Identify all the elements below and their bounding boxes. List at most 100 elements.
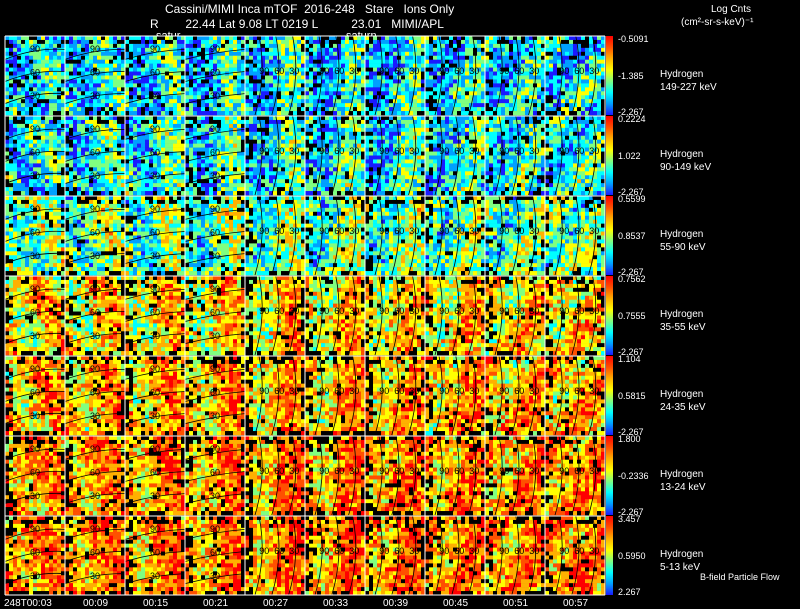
pixel-cell <box>285 127 290 133</box>
pixel-cell <box>321 191 326 196</box>
pixel-cell <box>357 63 362 68</box>
pixel-cell <box>181 75 186 80</box>
pixel-cell <box>417 43 422 49</box>
pixel-cell <box>81 143 86 148</box>
pixel-cell <box>65 175 70 180</box>
pixel-cell <box>313 179 318 184</box>
contour-label: 60 <box>334 146 344 156</box>
pixel-cell <box>157 155 162 160</box>
pixel-cell <box>25 95 30 100</box>
pixel-cell <box>253 39 258 45</box>
pixel-cell <box>117 183 122 188</box>
pixel-cell <box>217 47 222 53</box>
pixel-cell <box>101 95 106 100</box>
pixel-cell <box>337 175 342 180</box>
pixel-cell <box>77 183 82 188</box>
pixel-cell <box>149 119 154 125</box>
pixel-cell <box>149 191 154 196</box>
pixel-cell <box>17 79 22 84</box>
pixel-cell <box>93 171 98 176</box>
pixel-cell <box>441 43 446 49</box>
pixel-cell <box>405 39 410 45</box>
pixel-cell <box>205 55 210 60</box>
pixel-cell <box>61 71 66 76</box>
pixel-cell <box>181 135 186 140</box>
pixel-cell <box>293 87 298 92</box>
pixel-cell <box>273 51 278 57</box>
pixel-cell <box>41 183 46 188</box>
pixel-cell <box>261 135 266 140</box>
pixel-cell <box>237 151 242 156</box>
pixel-cell <box>281 103 286 108</box>
pixel-cell <box>169 59 174 64</box>
pixel-cell <box>153 175 158 180</box>
pixel-cell <box>33 83 38 88</box>
pixel-cell <box>177 116 182 121</box>
pixel-cell <box>81 107 86 112</box>
pixel-cell <box>365 119 370 125</box>
pixel-cell <box>285 75 290 80</box>
pixel-cell <box>253 75 258 80</box>
pixel-cell <box>497 79 502 84</box>
pixel-cell <box>193 191 198 196</box>
pixel-cell <box>29 51 34 57</box>
pixel-cell <box>153 36 158 41</box>
pixel-cell <box>89 151 94 156</box>
pixel-cell <box>353 36 358 41</box>
pixel-cell <box>237 75 242 80</box>
pixel-cell <box>365 36 370 41</box>
pixel-cell <box>349 59 354 64</box>
pixel-cell <box>329 116 334 121</box>
pixel-cell <box>425 91 430 96</box>
pixel-cell <box>353 175 358 180</box>
pixel-cell <box>149 131 154 137</box>
contour-line <box>124 151 186 162</box>
pixel-cell <box>561 47 566 53</box>
pixel-cell <box>257 55 262 60</box>
pixel-cell <box>245 47 250 53</box>
pixel-cell <box>37 139 42 144</box>
pixel-cell <box>301 131 306 137</box>
pixel-cell <box>241 99 246 104</box>
pixel-cell <box>161 119 166 125</box>
pixel-cell <box>5 116 10 121</box>
pixel-cell <box>81 179 86 184</box>
pixel-cell <box>253 127 258 133</box>
pixel-cell <box>101 139 106 144</box>
pixel-cell <box>309 51 314 57</box>
pixel-cell <box>317 63 322 68</box>
pixel-cell <box>185 91 190 96</box>
pixel-cell <box>61 175 66 180</box>
pixel-cell <box>473 63 478 68</box>
pixel-cell <box>289 59 294 64</box>
pixel-cell <box>573 51 578 57</box>
pixel-cell <box>93 175 98 180</box>
pixel-cell <box>309 83 314 88</box>
pixel-cell <box>53 43 58 49</box>
pixel-cell <box>541 59 546 64</box>
pixel-cell <box>521 75 526 80</box>
pixel-cell <box>229 59 234 64</box>
pixel-cell <box>125 183 130 188</box>
pixel-cell <box>293 43 298 49</box>
pixel-cell <box>469 95 474 100</box>
pixel-cell <box>361 127 366 133</box>
pixel-cell <box>261 127 266 133</box>
pixel-cell <box>309 123 314 129</box>
pixel-cell <box>105 63 110 68</box>
pixel-cell <box>357 95 362 100</box>
pixel-cell <box>173 131 178 137</box>
pixel-cell <box>133 151 138 156</box>
pixel-cell <box>81 183 86 188</box>
pixel-cell <box>541 43 546 49</box>
pixel-cell <box>125 63 130 68</box>
pixel-cell <box>369 83 374 88</box>
pixel-cell <box>173 99 178 104</box>
pixel-cell <box>217 59 222 64</box>
pixel-cell <box>221 187 226 192</box>
pixel-cell <box>381 63 386 68</box>
pixel-cell <box>9 43 14 49</box>
pixel-cell <box>513 51 518 57</box>
pixel-cell <box>89 171 94 176</box>
pixel-cell <box>149 183 154 188</box>
